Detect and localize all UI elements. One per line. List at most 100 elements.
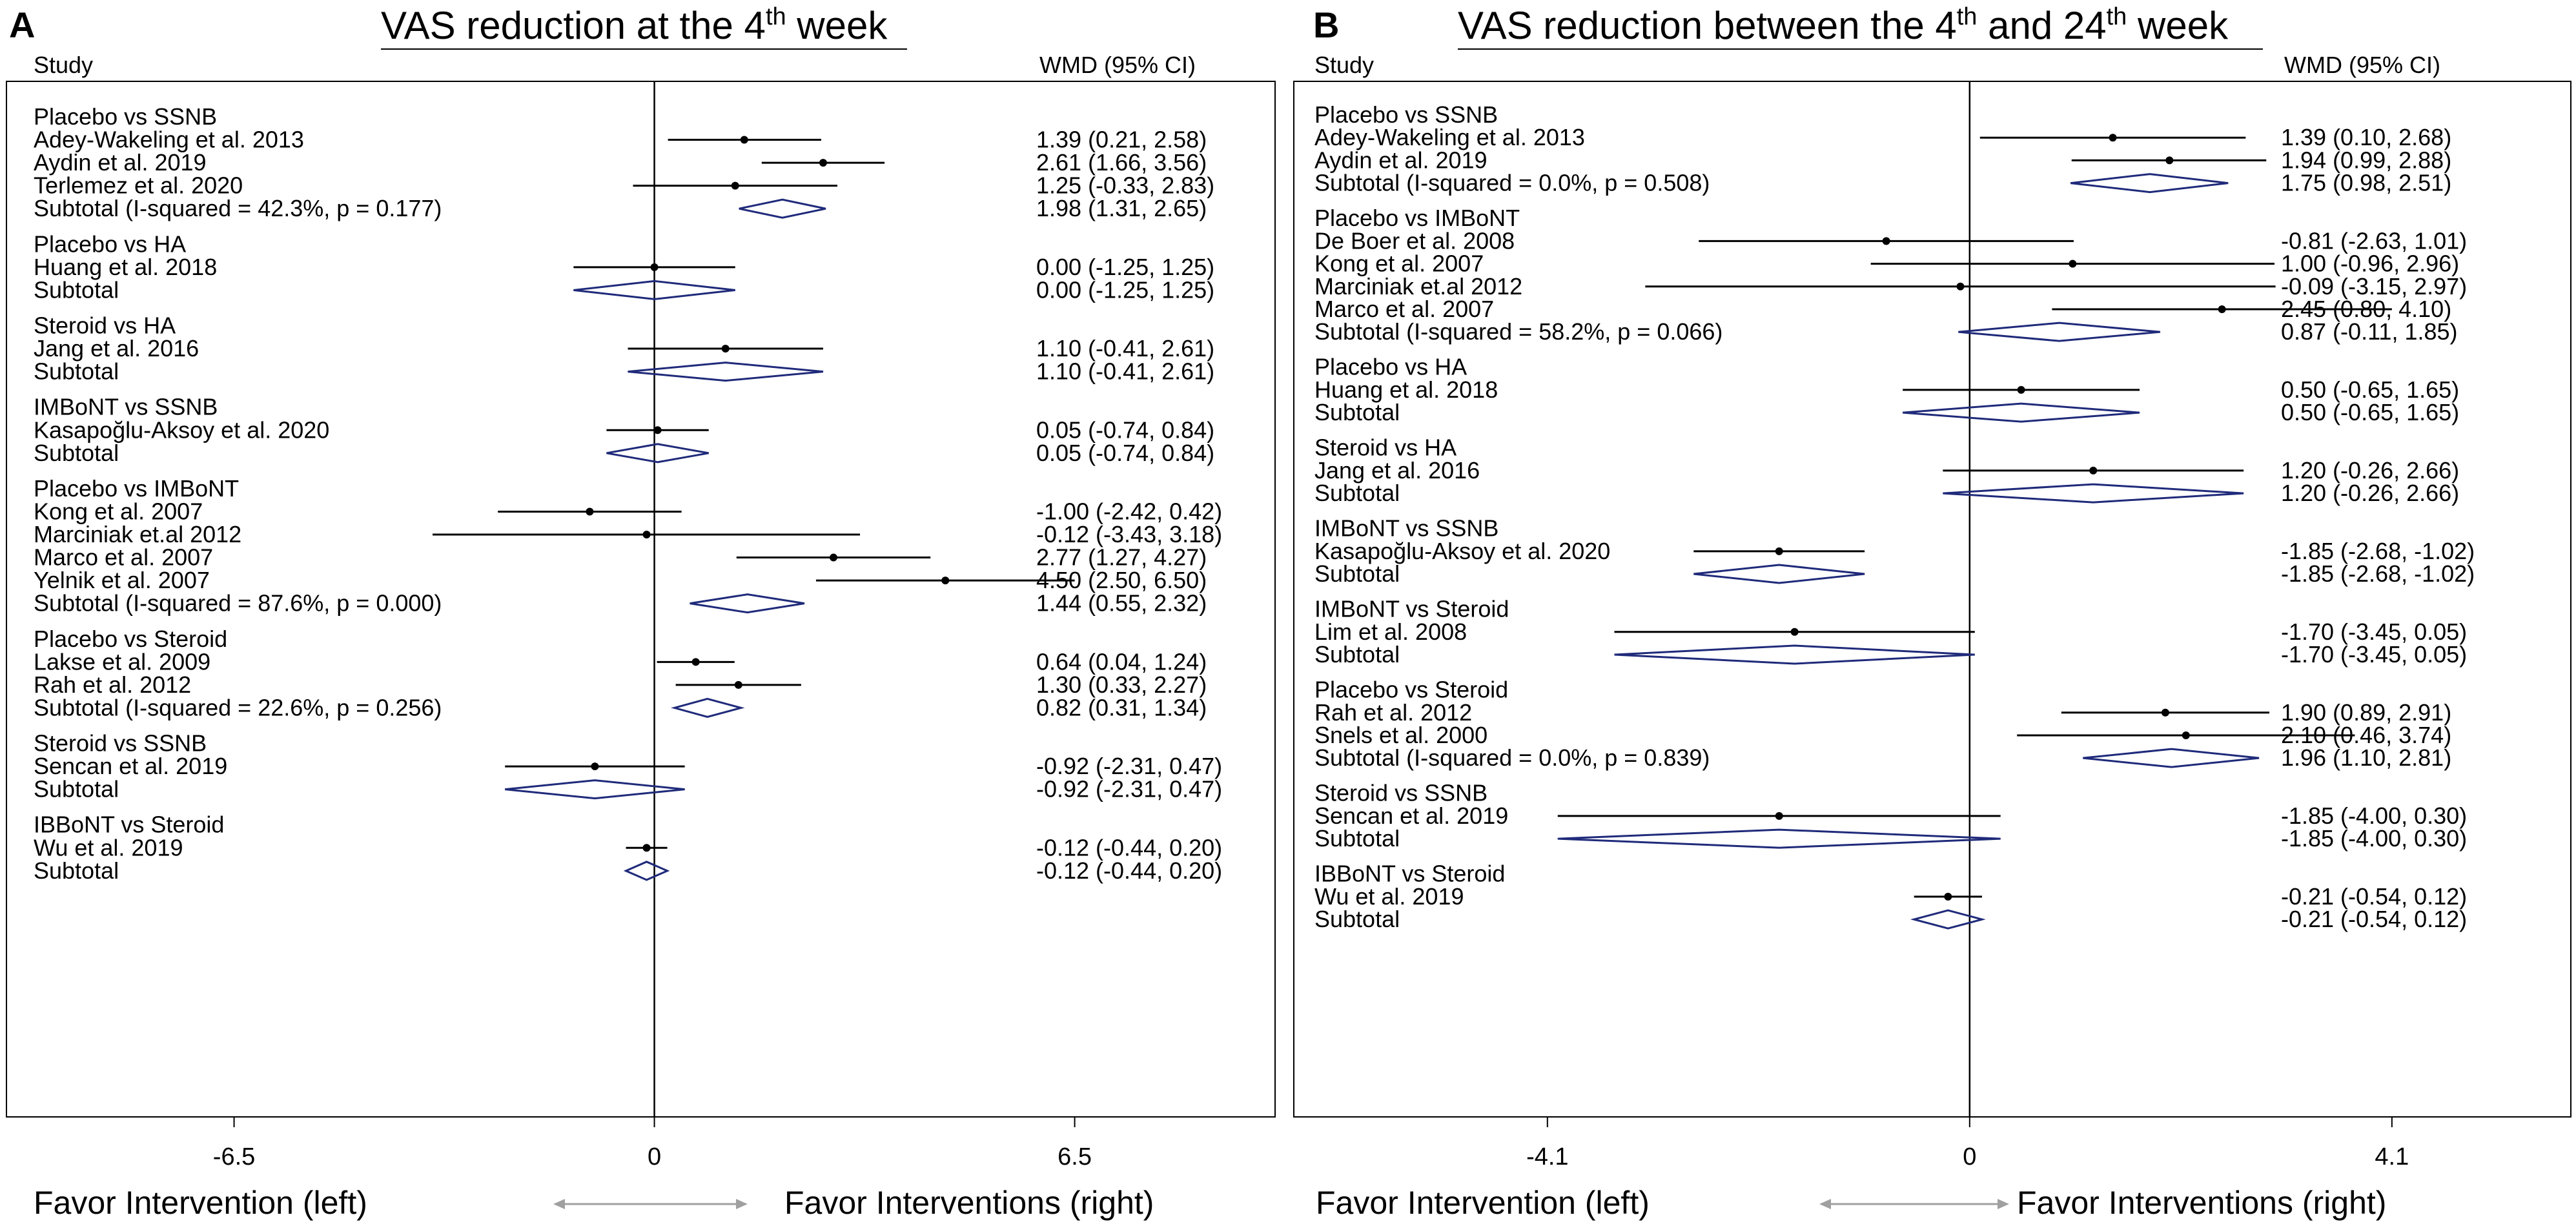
pooled-estimate-diamond: [1693, 564, 1865, 584]
subtotal-label: Subtotal: [1314, 825, 1400, 852]
subtotal-ci: -1.85 (-2.68, -1.02): [2281, 560, 2475, 587]
study-label: Lakse et al. 2009: [34, 648, 210, 675]
subtotal-label: Subtotal (I-squared = 58.2%, p = 0.066): [1314, 318, 1722, 345]
x-axis-tick-label: 0: [1963, 1143, 1976, 1170]
study-ci: 1.00 (-0.96, 2.96): [2281, 250, 2459, 277]
subtotal-ci: 0.00 (-1.25, 1.25): [1036, 276, 1214, 303]
favor-right-label: Favor Interventions (right): [784, 1185, 1154, 1221]
study-ci: 2.61 (1.66, 3.56): [1036, 149, 1207, 176]
study-label: Huang et al. 2018: [1314, 376, 1498, 403]
pooled-estimate-diamond: [2083, 748, 2260, 768]
study-label: Snels et al. 2000: [1314, 722, 1487, 748]
point-estimate-marker: [586, 507, 594, 516]
study-ci: -1.85 (-2.68, -1.02): [2281, 538, 2475, 564]
point-estimate-marker: [650, 263, 659, 271]
point-estimate-marker: [642, 844, 651, 852]
study-label: Marco et al. 2007: [1314, 296, 1494, 322]
point-estimate-marker: [2069, 260, 2077, 268]
subtotal-ci: 1.96 (1.10, 2.81): [2281, 744, 2451, 771]
study-ci: -0.09 (-3.15, 2.97): [2281, 273, 2467, 300]
panel-a: A VAS reduction at the 4th week Study WMD (…: [6, 3, 1276, 1221]
pooled-estimate-diamond: [670, 697, 745, 718]
study-label: Jang et al. 2016: [34, 335, 199, 362]
group-label: Placebo vs IMBoNT: [34, 475, 239, 502]
study-ci: 0.50 (-0.65, 1.65): [2281, 376, 2459, 403]
pooled-estimate-diamond: [505, 779, 685, 800]
group-label: IBBoNT vs Steroid: [1314, 861, 1505, 887]
study-ci: 1.94 (0.99, 2.88): [2281, 147, 2451, 173]
pooled-estimate-diamond: [606, 443, 709, 464]
subtotal-label: Subtotal (I-squared = 87.6%, p = 0.000): [34, 590, 442, 617]
study-label: Kong et al. 2007: [1314, 250, 1484, 277]
study-label: Kong et al. 2007: [34, 498, 203, 524]
pooled-estimate-diamond: [573, 280, 735, 300]
study-label: Marco et al. 2007: [34, 544, 213, 571]
study-ci: 1.39 (0.21, 2.58): [1036, 127, 1207, 153]
panel-letter: B: [1313, 5, 1339, 45]
study-column-header: Study: [1314, 52, 1374, 78]
subtotal-ci: 1.98 (1.31, 2.65): [1036, 195, 1207, 221]
subtotal-ci: -0.92 (-2.31, 0.47): [1036, 776, 1222, 802]
subtotal-label: Subtotal: [34, 440, 119, 466]
subtotal-ci: 1.44 (0.55, 2.32): [1036, 590, 1207, 617]
plot-frame: [1293, 81, 2571, 1118]
point-estimate-marker: [691, 658, 700, 666]
group-label: Placebo vs HA: [1314, 354, 1467, 380]
group-label: Placebo vs Steroid: [34, 626, 227, 652]
group-label: IMBoNT vs Steroid: [1314, 596, 1509, 622]
group-label: Steroid vs HA: [1314, 434, 1457, 461]
study-label: Wu et al. 2019: [1314, 883, 1464, 910]
point-estimate-marker: [941, 577, 950, 585]
study-label: Kasapoğlu-Aksoy et al. 2020: [34, 416, 329, 443]
subtotal-label: Subtotal (I-squared = 0.0%, p = 0.508): [1314, 170, 1710, 196]
pooled-estimate-diamond: [1614, 644, 1975, 665]
pooled-estimate-diamond: [1910, 909, 1986, 930]
study-ci: 1.25 (-0.33, 2.83): [1036, 172, 1214, 199]
study-ci: 0.05 (-0.74, 0.84): [1036, 416, 1214, 443]
point-estimate-marker: [1882, 237, 1890, 245]
study-ci: -0.21 (-0.54, 0.12): [2281, 883, 2467, 910]
study-label: Terlemez et al. 2020: [34, 172, 243, 199]
subtotal-label: Subtotal: [1314, 480, 1400, 506]
effect-column-header: WMD (95% CI): [2284, 52, 2440, 78]
subtotal-label: Subtotal: [34, 276, 119, 303]
subtotal-ci: 0.05 (-0.74, 0.84): [1036, 440, 1214, 466]
subtotal-ci: -1.70 (-3.45, 0.05): [2281, 641, 2467, 668]
point-estimate-marker: [2182, 731, 2190, 739]
point-estimate-marker: [721, 345, 730, 353]
group-label: IBBoNT vs Steroid: [34, 812, 224, 838]
panel-title: VAS reduction between the 4th and 24th w…: [1458, 3, 2229, 47]
favor-left-label: Favor Intervention (left): [1316, 1185, 1650, 1221]
point-estimate-marker: [591, 762, 599, 771]
group-label: Placebo vs SSNB: [1314, 101, 1498, 128]
subtotal-label: Subtotal: [1314, 906, 1400, 932]
subtotal-ci: 1.20 (-0.26, 2.66): [2281, 480, 2459, 506]
study-column-header: Study: [34, 52, 93, 78]
study-ci: 1.30 (0.33, 2.27): [1036, 671, 1207, 698]
plot-frame: [6, 81, 1276, 1118]
subtotal-ci: -0.21 (-0.54, 0.12): [2281, 906, 2467, 932]
study-label: Rah et al. 2012: [1314, 699, 1472, 726]
subtotal-ci: 0.82 (0.31, 1.34): [1036, 694, 1207, 720]
study-label: Lim et al. 2008: [1314, 618, 1467, 645]
study-ci: -1.00 (-2.42, 0.42): [1036, 498, 1222, 524]
study-label: Sencan et al. 2019: [1314, 802, 1508, 829]
point-estimate-marker: [740, 136, 748, 144]
effect-column-header: WMD (95% CI): [1039, 52, 1196, 78]
pooled-estimate-diamond: [739, 198, 826, 219]
group-label: IMBoNT vs SSNB: [34, 394, 218, 420]
pooled-estimate-diamond: [623, 861, 670, 881]
group-label: Placebo vs IMBoNT: [1314, 205, 1520, 231]
study-ci: -0.12 (-3.43, 3.18): [1036, 521, 1222, 547]
study-ci: -1.85 (-4.00, 0.30): [2281, 802, 2467, 829]
point-estimate-marker: [819, 159, 827, 167]
pooled-estimate-diamond: [1903, 402, 2140, 423]
study-ci: 1.10 (-0.41, 2.61): [1036, 335, 1214, 362]
favor-left-label: Favor Intervention (left): [34, 1185, 367, 1221]
x-axis-tick-label: 0: [648, 1143, 661, 1170]
study-label: Jang et al. 2016: [1314, 457, 1480, 484]
study-ci: -1.70 (-3.45, 0.05): [2281, 618, 2467, 645]
pooled-estimate-diamond: [1557, 828, 2001, 849]
study-ci: 0.00 (-1.25, 1.25): [1036, 254, 1214, 280]
subtotal-label: Subtotal (I-squared = 42.3%, p = 0.177): [34, 195, 442, 221]
